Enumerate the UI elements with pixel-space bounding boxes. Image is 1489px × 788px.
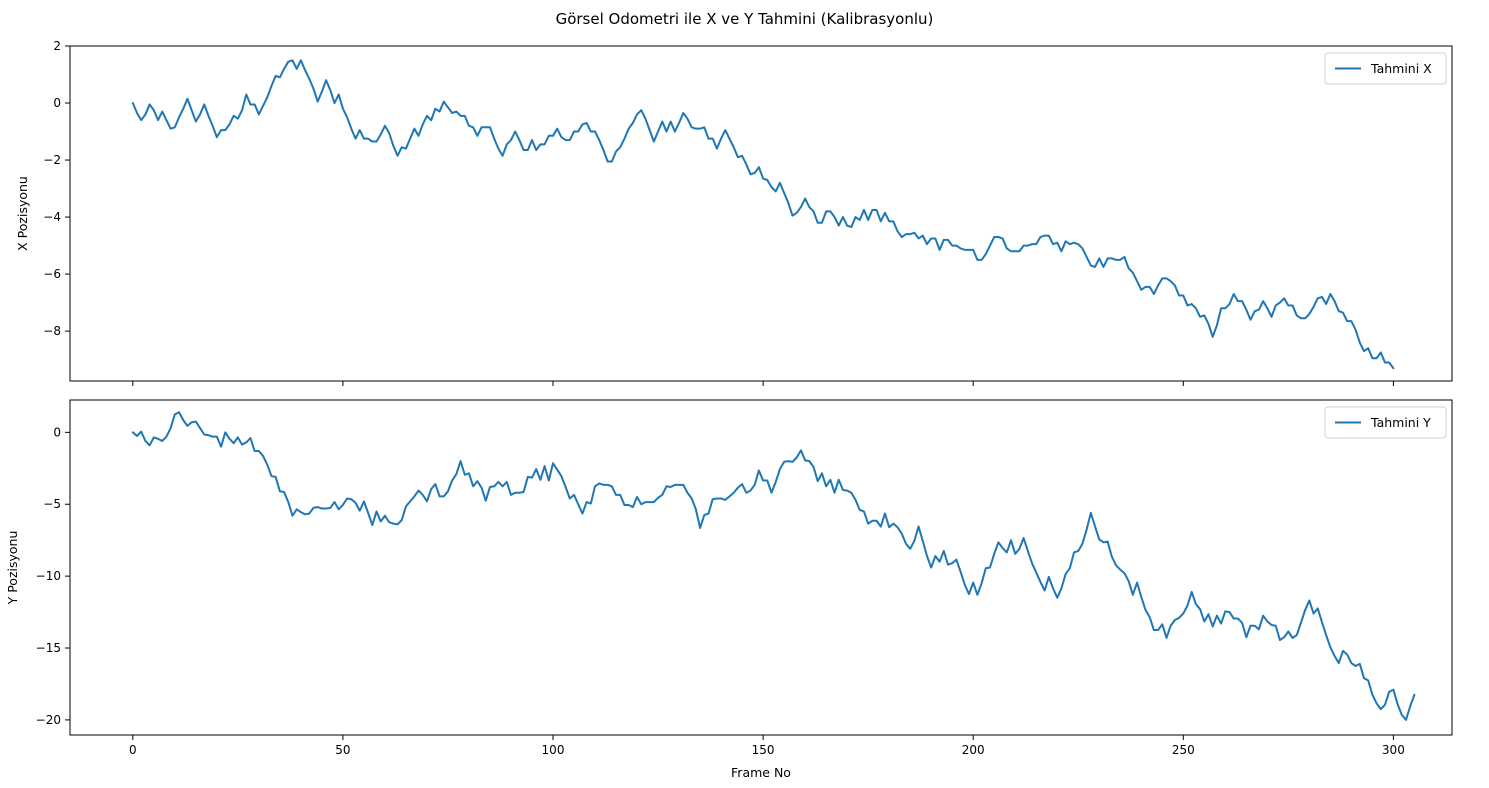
- y-tick-label: 0: [53, 96, 61, 110]
- x-tick-label: 300: [1382, 743, 1405, 757]
- legend-label: Tahmini Y: [1370, 415, 1431, 430]
- y-tick-label: −20: [36, 713, 61, 727]
- y-axis-label: Y Pozisyonu: [5, 531, 20, 606]
- axes-frame: [69, 399, 1453, 736]
- x-position-panel: 2 0 −2 −4 −6 −8 X Pozisyonu Tahmini X: [15, 39, 1453, 386]
- series-line-tahmini-x: [131, 59, 1395, 370]
- y-tick-label: −15: [36, 641, 61, 655]
- y-tick-label: −4: [43, 210, 61, 224]
- y-tick-label: −5: [43, 497, 61, 511]
- y-position-panel: 0 50 100 150 200 250 300 0 −5 −10 −15 −20 Y Pozisyon…: [5, 399, 1453, 757]
- y-tick-label: −10: [36, 569, 61, 583]
- x-tick-label: 100: [542, 743, 565, 757]
- legend: Tahmini Y: [1324, 406, 1447, 439]
- y-tick-label: 2: [53, 39, 61, 53]
- y-axis-label: X Pozisyonu: [15, 176, 30, 251]
- y-tick-label: −8: [43, 324, 61, 338]
- y-tick-label: −2: [43, 153, 61, 167]
- legend-box: [1324, 52, 1447, 85]
- x-tick-label: 200: [962, 743, 985, 757]
- x-tick-label: 250: [1172, 743, 1195, 757]
- figure-title: Görsel Odometri ile X ve Y Tahmini (Kali…: [556, 10, 934, 28]
- x-tick-label: 50: [335, 743, 350, 757]
- plot-area: [70, 400, 1452, 735]
- x-tick-label: 150: [752, 743, 775, 757]
- legend: Tahmini X: [1324, 52, 1447, 85]
- x-tick-label: 0: [129, 743, 137, 757]
- y-tick-label: 0: [53, 425, 61, 439]
- series-line-tahmini-y: [131, 411, 1416, 721]
- legend-box: [1324, 406, 1447, 439]
- plot-area: [70, 46, 1452, 381]
- legend-label: Tahmini X: [1370, 61, 1432, 76]
- y-tick-label: −6: [43, 267, 61, 281]
- x-axis-label: Frame No: [731, 765, 791, 780]
- axes-frame: [69, 45, 1453, 382]
